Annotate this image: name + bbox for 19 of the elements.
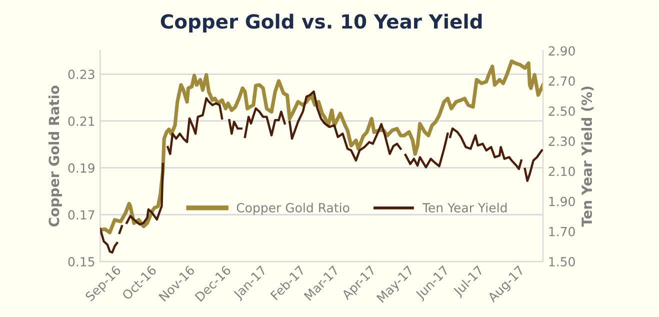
y2-tick-label: 1.50 [549, 256, 575, 266]
y2-tick-label: 1.90 [549, 196, 575, 206]
y2-tick-label: 2.30 [548, 136, 575, 146]
y-tick-label: 0.15 [68, 256, 94, 266]
legend-label: Ten Year Yield [422, 202, 507, 212]
y2-axis-title: Ten Year Yield (%) [581, 86, 594, 227]
y-tick-label: 0.21 [68, 116, 94, 126]
y2-tick-label: 2.70 [548, 76, 575, 86]
y-tick-label: 0.17 [68, 210, 94, 220]
y-axis-title: Copper Gold Ratio [48, 86, 62, 227]
y2-tick-label: 2.10 [548, 166, 575, 176]
y2-tick-label: 2.50 [548, 106, 575, 116]
chart-title: Copper Gold vs. 10 Year Yield [160, 14, 482, 33]
y2-tick-label: 2.90 [548, 46, 575, 56]
y2-tick-label: 1.70 [549, 226, 575, 236]
legend-label: Copper Gold Ratio [236, 202, 350, 215]
y-tick-label: 0.19 [68, 163, 94, 173]
y-tick-label: 0.23 [68, 70, 94, 80]
line-series [100, 59, 544, 234]
